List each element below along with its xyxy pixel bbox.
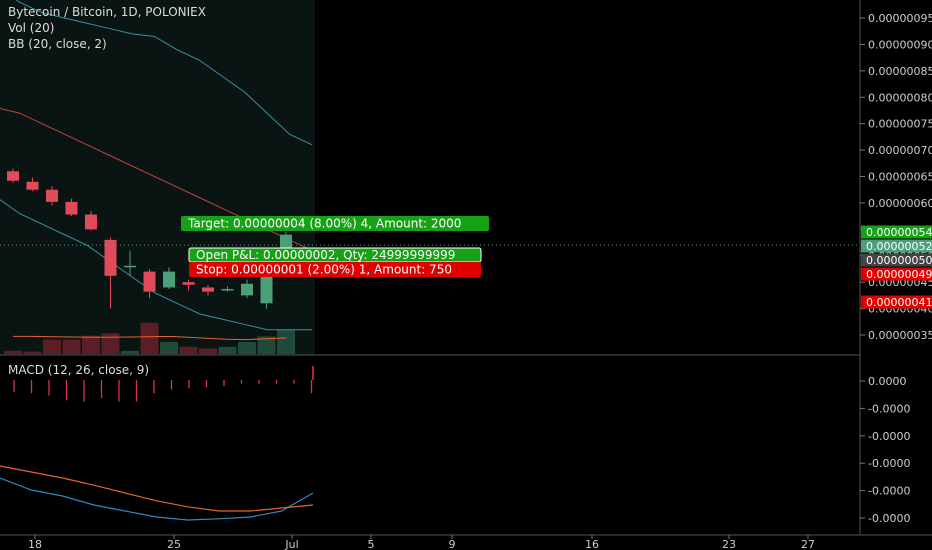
- macd-tick-label: -0.0000: [868, 430, 910, 443]
- price-tick-label: 0.00000075: [868, 118, 932, 131]
- target-order-box[interactable]: [181, 216, 489, 231]
- signal-line: [0, 465, 314, 512]
- candle-body[interactable]: [46, 189, 58, 202]
- volume-legend[interactable]: Vol (20): [8, 21, 55, 35]
- volume-bar: [82, 335, 100, 354]
- candle-body[interactable]: [143, 271, 156, 292]
- price-tick-label: 0.00000085: [868, 65, 932, 78]
- price-tick-label: 0.00000035: [868, 329, 932, 342]
- time-tick-label: 23: [722, 538, 736, 550]
- pnl-order-label: Open P&L: 0.00000002, Qty: 24999999999: [196, 248, 455, 262]
- volume-bar: [62, 339, 81, 354]
- bb-lower-line: [0, 199, 312, 331]
- candle-body[interactable]: [124, 265, 136, 268]
- volume-bar: [4, 350, 22, 354]
- volume-bar: [101, 333, 120, 354]
- volume-bar: [160, 342, 178, 354]
- time-tick-label: 27: [801, 538, 815, 550]
- price-tag-label: 0.00000041: [866, 296, 932, 309]
- candle-body[interactable]: [85, 214, 97, 230]
- price-tick-label: 0.00000095: [868, 12, 932, 25]
- bb-upper-line: [15, 0, 313, 146]
- price-tag-label: 0.00000052: [866, 240, 932, 253]
- candle-body[interactable]: [65, 201, 78, 215]
- macd-line: [0, 477, 314, 521]
- time-tick-label: Jul: [284, 538, 298, 550]
- macd-axis: 0.0000 -0.0000 -0.0000 -0.0000 -0.0000 -0.000…: [860, 375, 910, 525]
- stop-order-label: Stop: 0.00000001 (2.00%) 1, Amount: 750: [196, 263, 452, 277]
- volume-bar: [179, 346, 198, 354]
- macd-tick-label: -0.0000: [868, 485, 910, 498]
- candle-body[interactable]: [7, 171, 19, 181]
- volume-bar: [199, 348, 217, 354]
- time-axis[interactable]: 18 25 Jul 5 9 16 23 27: [28, 535, 815, 550]
- time-tick-label: 5: [368, 538, 375, 550]
- price-tick-label: 0.00000065: [868, 171, 932, 184]
- macd-pane[interactable]: [0, 366, 314, 521]
- price-tag: [861, 253, 932, 267]
- stop-order-box[interactable]: [189, 262, 481, 277]
- price-tag-label: 0.00000054: [866, 226, 932, 239]
- volume-bar: [277, 330, 295, 354]
- volume-bar: [43, 339, 61, 354]
- candle-body[interactable]: [182, 282, 195, 285]
- macd-tick-label: 0.0000: [868, 375, 907, 388]
- volume-bar: [238, 342, 256, 354]
- macd-tick-label: -0.0000: [868, 512, 910, 525]
- symbol-legend[interactable]: Bytecoin / Bitcoin, 1D, POLONIEX: [8, 5, 206, 19]
- price-tick-label: 0.00000090: [868, 38, 932, 51]
- volume-bar: [23, 351, 42, 354]
- time-tick-label: 18: [28, 538, 42, 550]
- time-tick-label: 25: [167, 538, 181, 550]
- target-order-label: Target: 0.00000004 (8.00%) 4, Amount: 20…: [187, 217, 461, 231]
- volume-bar: [121, 350, 139, 354]
- volume-bar: [140, 322, 159, 354]
- price-tag: [861, 225, 932, 239]
- volume-bar: [218, 346, 237, 354]
- candle-body[interactable]: [202, 287, 214, 292]
- price-pane[interactable]: [0, 0, 860, 354]
- candle-body[interactable]: [241, 283, 253, 296]
- price-tag-label: 0.00000050: [866, 254, 932, 267]
- price-tag-label: 0.00000049: [866, 268, 932, 281]
- price-tag: [861, 267, 932, 281]
- candle-body[interactable]: [163, 271, 175, 288]
- candle-body[interactable]: [221, 289, 234, 291]
- volume-bar: [257, 336, 276, 354]
- time-tick-label: 16: [585, 538, 599, 550]
- macd-tick-label: -0.0000: [868, 402, 910, 415]
- price-tags: 0.000000540.000000520.000000500.00000049…: [861, 225, 932, 309]
- candle-body[interactable]: [26, 181, 39, 190]
- candle-body[interactable]: [104, 239, 117, 276]
- macd-legend[interactable]: MACD (12, 26, close, 9): [8, 363, 150, 377]
- price-tag: [861, 239, 932, 253]
- order-lines[interactable]: Target: 0.00000004 (8.00%) 4, Amount: 20…: [181, 216, 489, 277]
- price-tick-label: 0.00000070: [868, 144, 932, 157]
- volume-ma-line: [13, 335, 287, 341]
- price-tag: [861, 295, 932, 309]
- macd-tick-label: -0.0000: [868, 457, 910, 470]
- price-tick-label: 0.00000060: [868, 197, 932, 210]
- time-tick-label: 9: [449, 538, 456, 550]
- bollinger-legend[interactable]: BB (20, close, 2): [8, 37, 107, 51]
- price-tick-label: 0.00000080: [868, 91, 932, 104]
